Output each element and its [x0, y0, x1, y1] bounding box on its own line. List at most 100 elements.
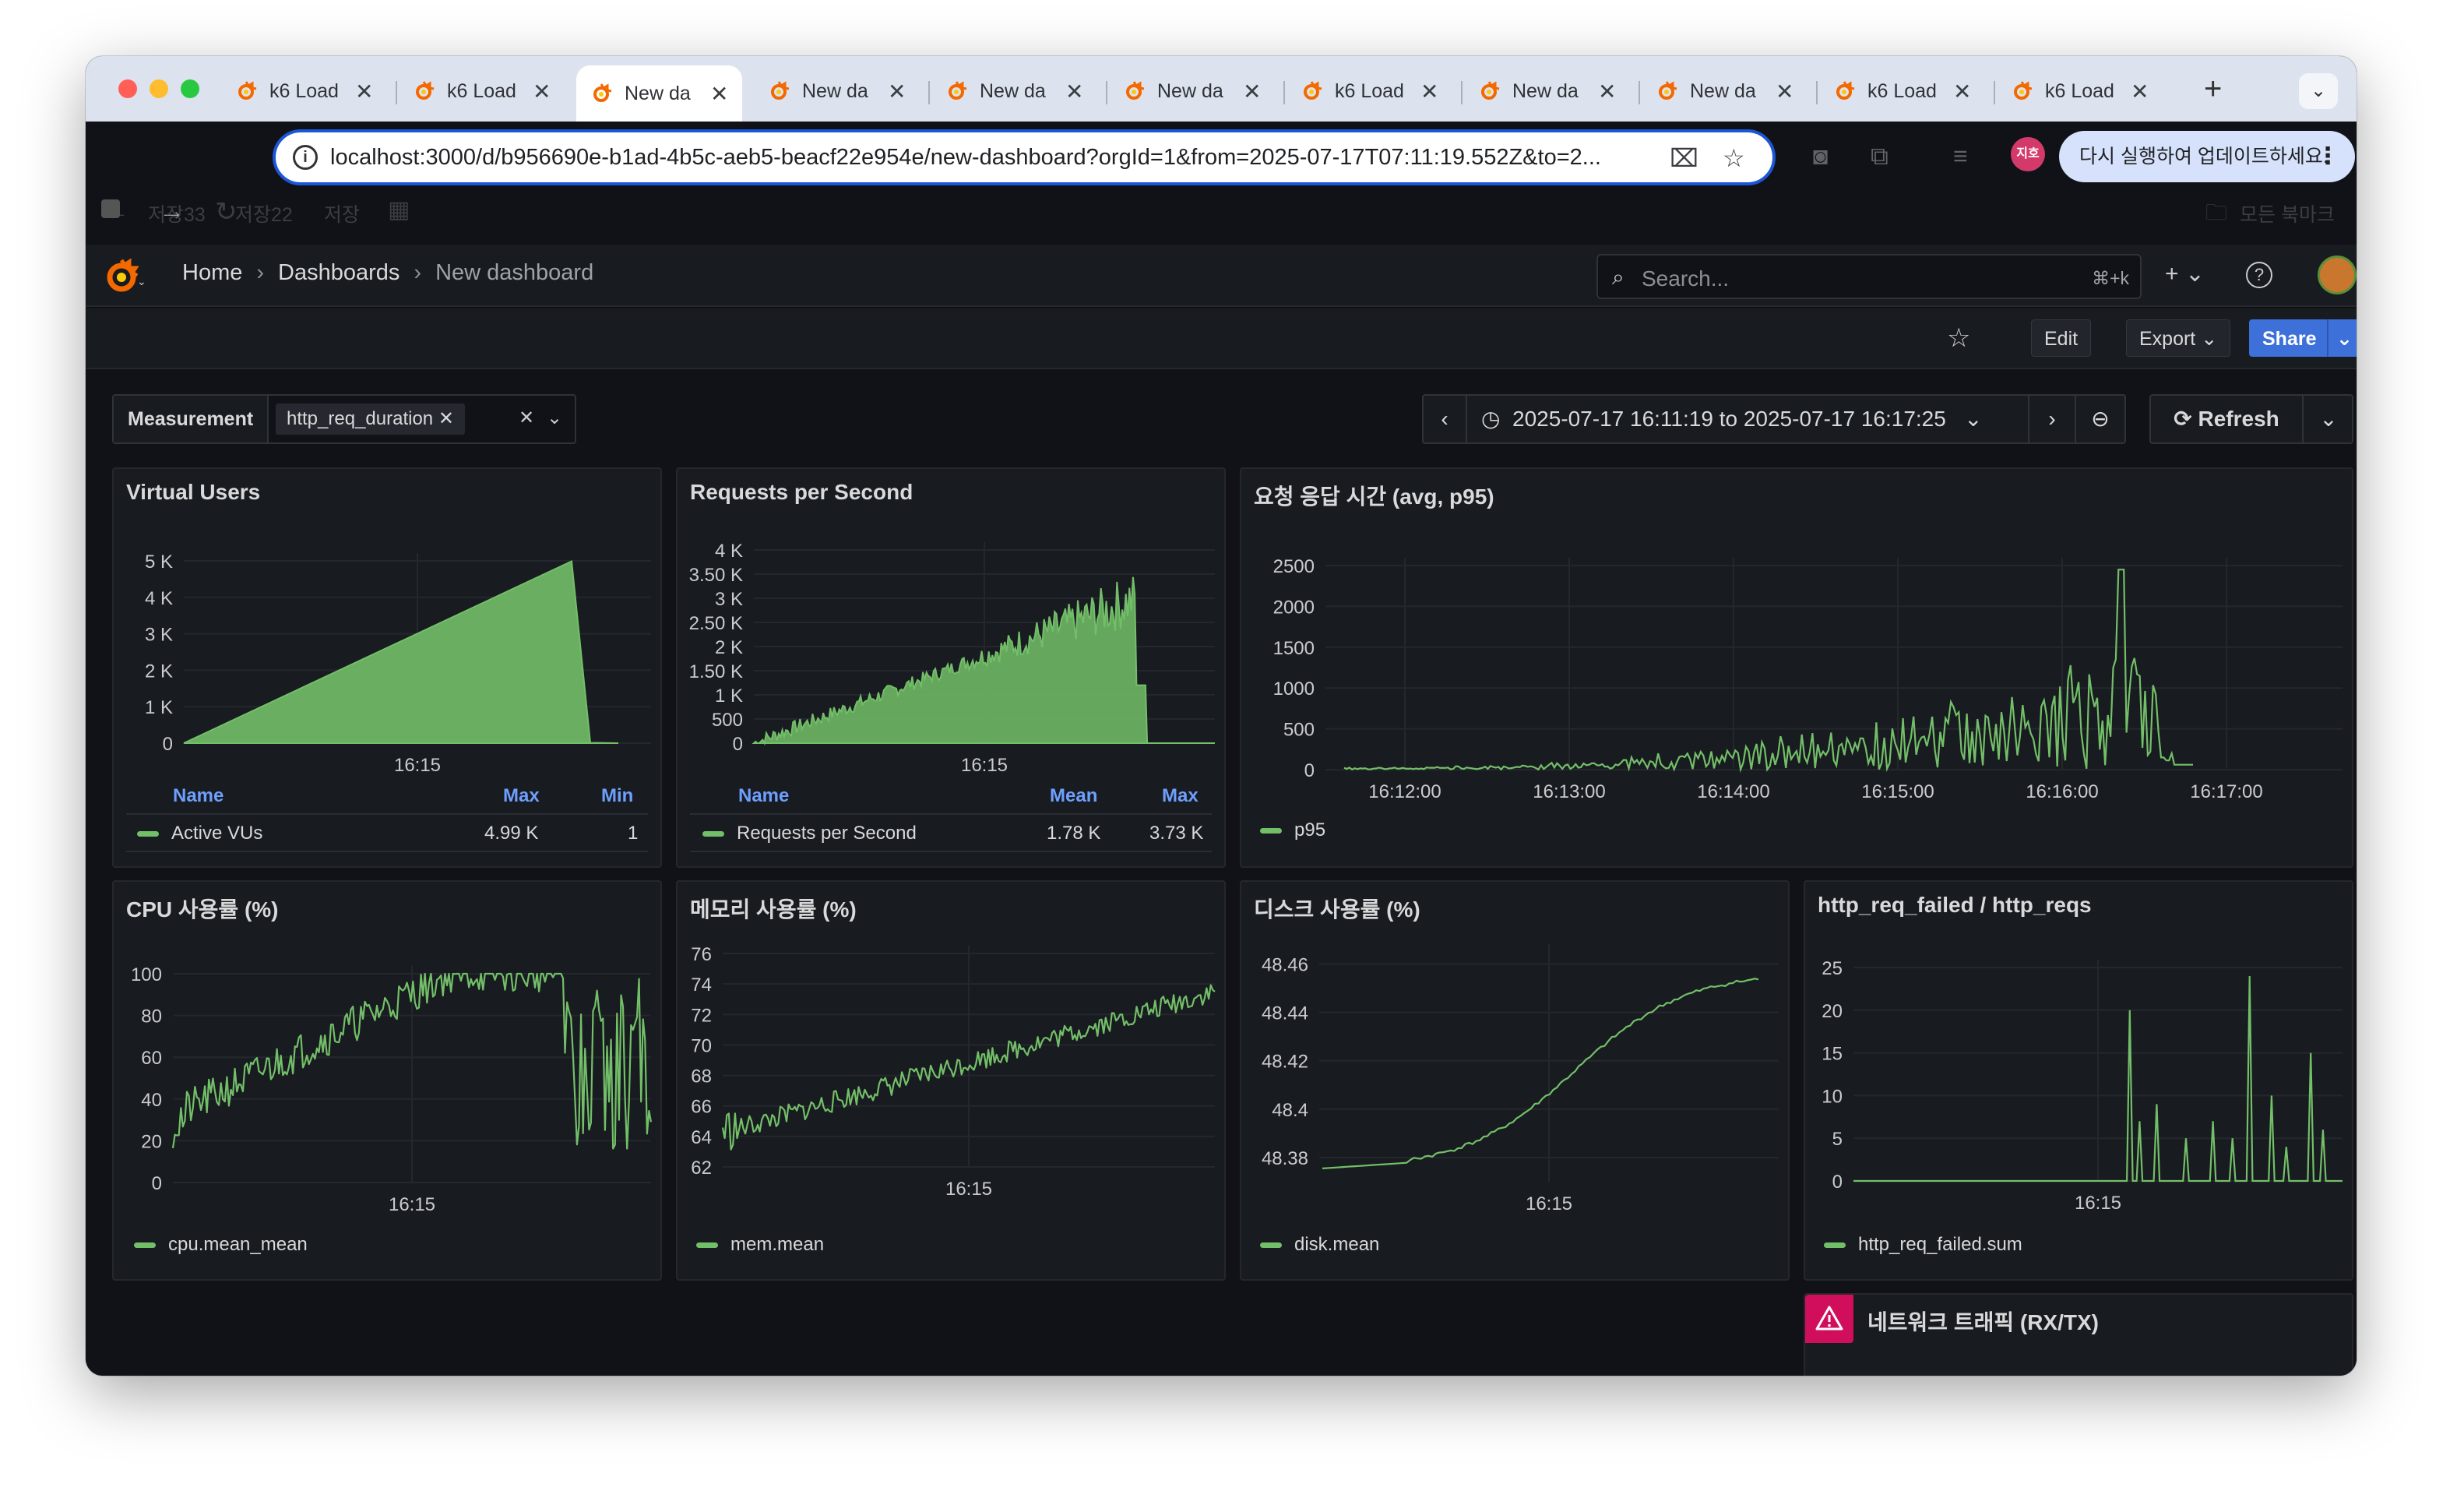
- legend-series[interactable]: disk.mean: [1260, 1234, 1379, 1256]
- browser-tab[interactable]: k6 Load ✕: [1997, 67, 2163, 115]
- close-tab-icon[interactable]: ✕: [1776, 79, 1794, 104]
- panel-memory-usage[interactable]: 메모리 사용률 (%) 76 74 72 70 68 66 64 62 16:15 mem.me…: [676, 880, 1226, 1281]
- bookmark-star-icon[interactable]: ☆: [1723, 144, 1745, 172]
- panel-virtual-users[interactable]: Virtual Users 5 K 4 K 3 K 2 K 1 K 0 16:15 Name…: [112, 467, 662, 868]
- refresh-button[interactable]: ⟳ Refresh: [2151, 396, 2302, 442]
- legend-series[interactable]: Requests per Second: [702, 823, 917, 844]
- url-text[interactable]: localhost:3000/d/b956690e-b1ad-4b5c-aeb5…: [330, 145, 1601, 170]
- panel-cpu-usage[interactable]: CPU 사용률 (%) 100 80 60 40 20 0 16:15 cpu.mean_m…: [112, 880, 662, 1281]
- x-tick-label: 16:15: [389, 1194, 435, 1215]
- update-button[interactable]: 다시 실행하여 업데이트하세요. ⋮: [2059, 131, 2355, 182]
- export-button[interactable]: Export ⌄: [2126, 319, 2231, 357]
- panel-response-time[interactable]: 요청 응답 시간 (avg, p95) 2500 2000 1500 1000 500 0…: [1240, 467, 2353, 868]
- menu-kebab-icon[interactable]: ⋮: [2316, 143, 2339, 169]
- address-bar[interactable]: i localhost:3000/d/b956690e-b1ad-4b5c-ae…: [273, 129, 1776, 185]
- bookmark-item[interactable]: 저장: [324, 204, 361, 226]
- browser-tab[interactable]: New da ✕: [754, 67, 920, 115]
- close-tab-icon[interactable]: ✕: [2131, 79, 2149, 104]
- bookmark-item[interactable]: 저장22: [235, 204, 293, 226]
- browser-tab[interactable]: k6 Load ✕: [1287, 67, 1452, 115]
- panel-requests-per-second[interactable]: Requests per Second 4 K 3.50 K 3 K 2.50 K 2 …: [676, 467, 1226, 868]
- add-new-icon[interactable]: + ⌄: [2165, 261, 2205, 287]
- y-tick-label: 70: [691, 1035, 712, 1056]
- search-input[interactable]: ⌕ Search... ⌘+k: [1596, 254, 2142, 299]
- legend-series[interactable]: p95: [1260, 819, 1325, 841]
- legend-series[interactable]: cpu.mean_mean: [134, 1234, 308, 1256]
- favorite-star-icon[interactable]: ☆: [1947, 323, 1971, 353]
- close-tab-icon[interactable]: ✕: [533, 79, 551, 104]
- y-tick-label: 48.42: [1262, 1052, 1308, 1073]
- browser-tab[interactable]: k6 Load ✕: [221, 67, 387, 115]
- minimize-window-button[interactable]: [150, 79, 168, 98]
- bookmark-item[interactable]: 저장33: [148, 204, 206, 226]
- panel-error-badge[interactable]: [1805, 1295, 1853, 1343]
- user-avatar[interactable]: [2318, 256, 2357, 294]
- browser-tab[interactable]: New da ✕: [1642, 67, 1808, 115]
- legend-series[interactable]: http_req_failed.sum: [1824, 1234, 2022, 1256]
- close-window-button[interactable]: [118, 79, 137, 98]
- time-range-button[interactable]: ◷ 2025-07-17 16:11:19 to 2025-07-17 16:1…: [1469, 396, 2029, 442]
- legend-header-name[interactable]: Name: [738, 785, 790, 806]
- tab-search-button[interactable]: ⌄: [2299, 73, 2338, 109]
- time-forward-button[interactable]: ›: [2028, 396, 2075, 442]
- maximize-window-button[interactable]: [181, 79, 199, 98]
- breadcrumb-dashboards[interactable]: Dashboards: [278, 260, 400, 285]
- close-tab-icon[interactable]: ✕: [1243, 79, 1262, 104]
- media-controls-icon[interactable]: ≡: [1953, 142, 1968, 170]
- panel-http-req-failed[interactable]: http_req_failed / http_reqs 25 20 15 10 5 0 16…: [1804, 880, 2353, 1281]
- time-back-button[interactable]: ‹: [1424, 396, 1467, 442]
- browser-tab[interactable]: New da ✕: [1464, 67, 1630, 115]
- browser-tab[interactable]: New da ✕: [931, 67, 1097, 115]
- legend-header-max[interactable]: Max: [503, 785, 540, 806]
- close-tab-icon[interactable]: ✕: [1420, 79, 1439, 104]
- close-tab-icon[interactable]: ✕: [1065, 79, 1084, 104]
- help-icon[interactable]: ?: [2246, 262, 2272, 288]
- legend-series[interactable]: mem.mean: [696, 1234, 824, 1256]
- apps-grid-icon[interactable]: ▦: [388, 197, 410, 223]
- close-tab-icon[interactable]: ✕: [1598, 79, 1617, 104]
- browser-tab[interactable]: New da ✕: [1109, 67, 1275, 115]
- all-bookmarks-link[interactable]: 모든 북마크: [2240, 204, 2335, 226]
- browser-tab[interactable]: k6 Load ✕: [1819, 67, 1985, 115]
- browser-tab[interactable]: k6 Load ✕: [399, 67, 565, 115]
- share-options-button[interactable]: ⌄: [2327, 319, 2357, 357]
- panel-disk-usage[interactable]: 디스크 사용률 (%) 48.46 48.44 48.42 48.4 48.38 16:1…: [1240, 880, 1790, 1281]
- new-tab-button[interactable]: +: [2204, 72, 2223, 106]
- grafana-logo-icon[interactable]: ⌄: [103, 256, 145, 298]
- y-tick-label: 76: [691, 944, 712, 965]
- browser-tab[interactable]: New da ✕: [576, 65, 743, 122]
- panel-network-traffic[interactable]: 네트워크 트래픽 (RX/TX): [1804, 1293, 2353, 1376]
- y-tick-label: 5: [1832, 1129, 1843, 1150]
- legend-header-max[interactable]: Max: [1162, 785, 1199, 806]
- series-name: Active VUs: [171, 823, 263, 844]
- legend-header-name[interactable]: Name: [173, 785, 224, 806]
- translate-icon[interactable]: ⌧: [1670, 144, 1698, 172]
- screenshot-icon[interactable]: ◙: [1813, 142, 1829, 170]
- breadcrumb-home[interactable]: Home: [182, 260, 243, 285]
- legend-header-mean[interactable]: Mean: [1050, 785, 1098, 806]
- site-info-icon[interactable]: i: [293, 145, 318, 170]
- remove-chip-icon[interactable]: ✕: [438, 408, 454, 429]
- share-button[interactable]: Share: [2249, 319, 2330, 357]
- cpu-usage-chart: 100 80 60 40 20 0 16:15: [131, 964, 653, 1215]
- profile-avatar[interactable]: 지호: [2011, 137, 2045, 171]
- variable-value-chip[interactable]: http_req_duration ✕: [276, 404, 465, 435]
- tab-strip: k6 Load ✕ k6 Load ✕ New da ✕ New da ✕ New da ✕ New…: [86, 56, 2357, 122]
- extensions-icon[interactable]: ⧉: [1871, 142, 1888, 170]
- clear-icon[interactable]: ✕: [519, 407, 535, 428]
- forward-button[interactable]: →: [159, 196, 185, 226]
- refresh-interval-dropdown[interactable]: ⌄: [2302, 396, 2353, 442]
- chevron-right-icon: ›: [256, 260, 265, 285]
- close-tab-icon[interactable]: ✕: [1953, 79, 1972, 104]
- chevron-down-icon[interactable]: ⌄: [547, 407, 563, 428]
- close-tab-icon[interactable]: ✕: [888, 79, 906, 104]
- measurement-variable[interactable]: Measurement http_req_duration ✕ ✕ ⌄: [112, 394, 576, 444]
- close-tab-icon[interactable]: ✕: [710, 81, 729, 106]
- zoom-out-icon[interactable]: ⊖: [2075, 396, 2124, 442]
- legend-series[interactable]: Active VUs: [137, 823, 262, 844]
- reload-button[interactable]: ↻: [215, 197, 238, 227]
- edit-button[interactable]: Edit: [2031, 319, 2092, 357]
- active-vus-area: [183, 559, 619, 744]
- legend-header-min[interactable]: Min: [601, 785, 634, 806]
- close-tab-icon[interactable]: ✕: [355, 79, 374, 104]
